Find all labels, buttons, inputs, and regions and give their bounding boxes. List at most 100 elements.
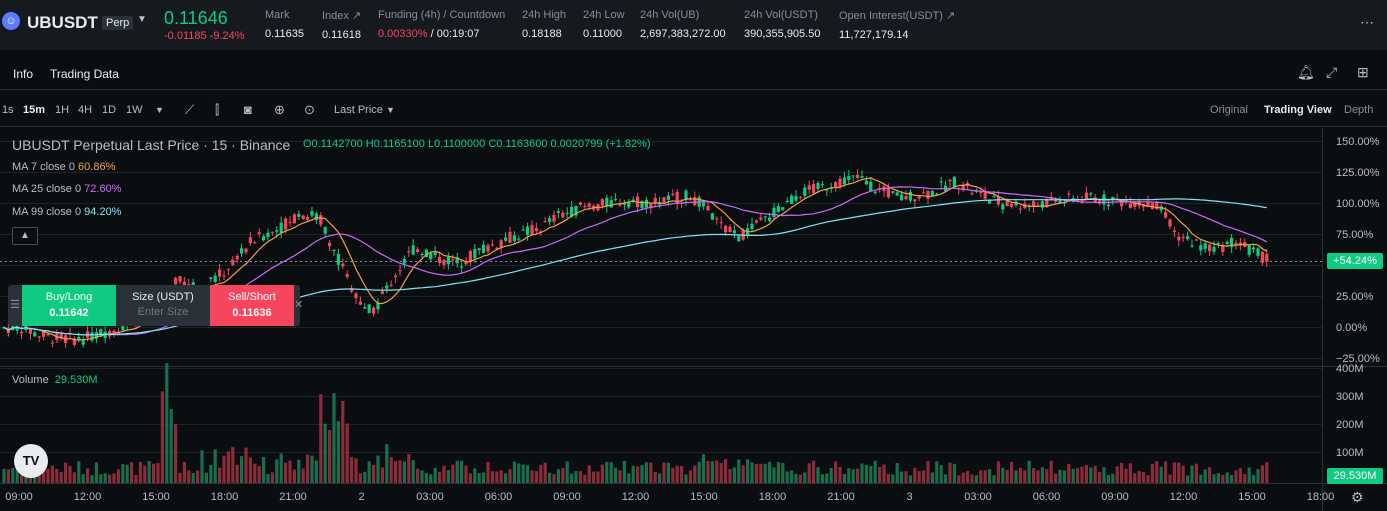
view-trading-view[interactable]: Trading View [1264, 104, 1332, 116]
buy-long-button[interactable]: Buy/Long 0.11642 [22, 285, 116, 326]
volume-bar [424, 473, 428, 483]
symbol-name[interactable]: UBUSDT [27, 13, 98, 32]
stat-24h-vol-usdt: 24h Vol(USDT) 390,355,905.50 [744, 9, 820, 40]
stat-open-interest[interactable]: Open Interest(USDT) ↗ 11,727,179.14 [839, 9, 955, 41]
candle-body [856, 174, 860, 178]
candle-body [90, 332, 94, 341]
volume-bar [1045, 469, 1049, 483]
candle-body [1265, 253, 1269, 262]
volume-bar [209, 464, 213, 483]
candle-body [732, 230, 736, 234]
volume-bar [1102, 467, 1106, 483]
volume-bar [966, 470, 970, 483]
volume-bar [301, 468, 305, 483]
volume-bar [116, 469, 120, 483]
settings-icon[interactable]: ⊙ [304, 102, 315, 117]
candle-body [1032, 201, 1036, 207]
timeframe-1s[interactable]: 1s [2, 104, 14, 116]
camera-icon[interactable]: ◙ [244, 102, 252, 117]
candle-body [869, 181, 873, 192]
stat-value: 0.11618 [322, 29, 361, 41]
price-axis-label: −25.00% [1336, 353, 1380, 365]
candle-body [363, 307, 367, 309]
volume-bar [77, 461, 81, 483]
candle-body [803, 187, 807, 196]
ma99-legend[interactable]: MA 99 close 0 94.20% [12, 206, 121, 218]
symbol-dropdown-icon[interactable]: ▼ [137, 14, 147, 25]
candle-body [213, 275, 217, 282]
time-axis-label: 12:00 [1170, 491, 1198, 503]
candle-body [622, 202, 626, 205]
timeframe-1w[interactable]: 1W [126, 104, 143, 116]
volume-bar [1084, 465, 1088, 483]
collapse-legend-button[interactable]: ▲ [12, 227, 38, 245]
add-icon[interactable]: ⊕ [274, 102, 285, 117]
candle-body [328, 242, 332, 247]
layout-grid-icon[interactable]: ⊞ [1357, 64, 1369, 80]
volume-bar [768, 461, 772, 483]
candle-body [1159, 206, 1163, 211]
volume-legend[interactable]: Volume 29.530M [12, 374, 98, 386]
candle-body [1186, 236, 1190, 240]
candle-body [517, 238, 521, 240]
time-axis-label: 09:00 [5, 491, 33, 503]
candle-body [1203, 243, 1207, 249]
drag-handle-icon[interactable]: ☰ [10, 299, 20, 311]
close-icon[interactable]: ✕ [294, 299, 304, 311]
volume-bar [688, 470, 692, 483]
tab-trading-data[interactable]: Trading Data [50, 67, 119, 81]
volume-bar [864, 464, 868, 483]
volume-bar [358, 473, 362, 483]
ma7-legend[interactable]: MA 7 close 0 60.86% [12, 161, 115, 173]
candle-body [398, 270, 402, 272]
candle-body [759, 217, 763, 220]
volume-bar [1243, 474, 1247, 483]
volume-bar [257, 466, 261, 483]
tradingview-logo[interactable]: TV [14, 444, 48, 478]
fullscreen-icon[interactable]: ⤢ [1326, 64, 1338, 80]
volume-bar [279, 453, 283, 483]
candle-body [908, 191, 912, 201]
view-original[interactable]: Original [1210, 104, 1248, 116]
volume-bar [1225, 472, 1229, 483]
tab-info[interactable]: Info [13, 67, 34, 81]
ma25-legend[interactable]: MA 25 close 0 72.60% [12, 183, 121, 195]
candle-type-icon[interactable]: ⫿ [215, 102, 220, 117]
timeframe-1d[interactable]: 1D [102, 104, 117, 116]
alert-bell-icon[interactable]: 🔔︎ [1297, 64, 1315, 80]
time-axis-label: 06:00 [1033, 491, 1061, 503]
size-input[interactable] [121, 306, 205, 318]
volume-bar [20, 473, 24, 483]
volume-bar [794, 473, 798, 483]
volume-bar [55, 468, 59, 483]
volume-label: Volume [12, 374, 49, 386]
candle-body [332, 249, 336, 251]
volume-bar [292, 469, 296, 483]
volume-bar [534, 471, 538, 483]
sell-short-button[interactable]: Sell/Short 0.11636 [210, 285, 294, 326]
candle-body [816, 183, 820, 190]
volume-bar [464, 465, 468, 483]
candle-body [781, 207, 785, 211]
volume-bar [565, 461, 569, 483]
timeframe-dropdown-icon[interactable]: ▼ [155, 105, 164, 115]
candle-body [988, 199, 992, 204]
stat-index[interactable]: Index ↗ 0.11618 [322, 9, 361, 41]
more-options-icon[interactable]: ⋯ [1360, 14, 1375, 30]
candle-body [666, 195, 670, 200]
chart-settings-icon[interactable]: ⚙︎ [1351, 489, 1364, 505]
view-depth[interactable]: Depth [1344, 104, 1374, 116]
volume-bar [490, 471, 494, 483]
price-chart[interactable]: 150.00%125.00%100.00%75.00%50.00%25.00%0… [0, 128, 1387, 511]
candle-body [350, 288, 354, 292]
timeframe-1h[interactable]: 1H [55, 104, 70, 116]
indicators-icon[interactable]: ⟋ [185, 102, 195, 117]
price-type-select[interactable]: Last Price ▼ [334, 104, 395, 116]
timeframe-4h[interactable]: 4H [78, 104, 93, 116]
timeframe-15m[interactable]: 15m [23, 104, 46, 116]
candle-body [926, 190, 930, 199]
volume-bar [1186, 475, 1190, 483]
volume-bar [644, 462, 648, 483]
volume-bar [627, 473, 631, 483]
candle-body [178, 276, 182, 282]
